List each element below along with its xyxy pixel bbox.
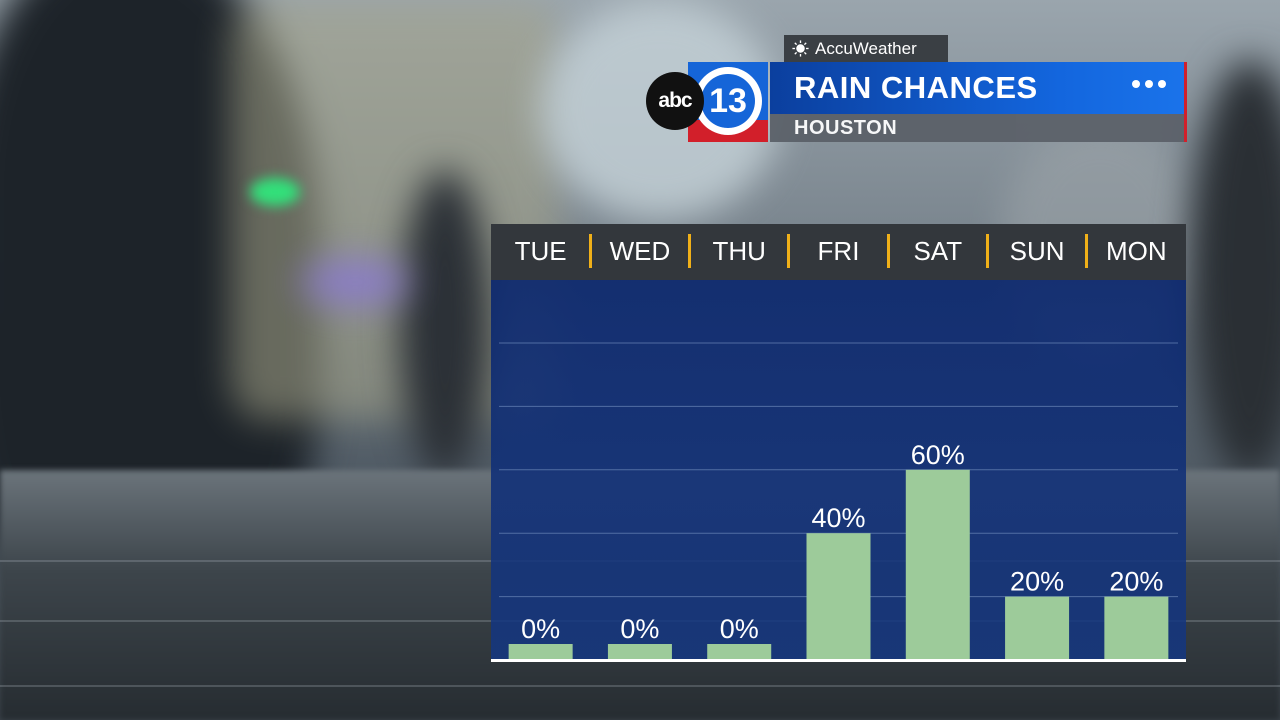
value-label-wed: 0% <box>620 614 659 644</box>
day-label-fri: FRI <box>817 236 860 266</box>
value-label-sun: 20% <box>1010 567 1064 597</box>
day-label-mon: MON <box>1106 236 1167 266</box>
chart-svg: 0% 0% 0% 40% 60% 20% 20% <box>491 342 1186 662</box>
bar-sun <box>1005 596 1070 660</box>
value-label-sat: 60% <box>911 440 965 470</box>
rain-chance-chart: 0% 0% 0% 40% 60% 20% 20% <box>491 280 1186 662</box>
more-dots-icon <box>1132 80 1166 88</box>
title-bar: RAIN CHANCES <box>770 62 1187 142</box>
day-label-sun: SUN <box>1009 236 1065 266</box>
day-separator <box>886 234 890 268</box>
bar-fri <box>806 533 871 660</box>
day-separator <box>688 234 692 268</box>
bar-tue <box>508 644 573 660</box>
bar-sat <box>905 469 970 660</box>
location-subtitle: HOUSTON <box>794 117 898 139</box>
channel-box: 13 <box>688 62 768 142</box>
abc-logo: abc <box>646 72 704 130</box>
bar-wed <box>607 644 672 660</box>
day-label-wed: WED <box>609 236 671 266</box>
day-separator <box>787 234 791 268</box>
channel-number: 13 <box>701 74 755 128</box>
day-label-tue: TUE <box>514 236 567 266</box>
bar-mon <box>1104 596 1169 660</box>
page-title: RAIN CHANCES <box>794 70 1038 105</box>
value-label-mon: 20% <box>1109 567 1163 597</box>
day-separator <box>985 234 989 268</box>
value-label-thu: 0% <box>720 614 759 644</box>
value-label-tue: 0% <box>521 614 560 644</box>
station-logo: 13 abc <box>646 62 770 142</box>
bar-thu <box>707 644 772 660</box>
accuweather-label: AccuWeather <box>815 39 917 58</box>
day-separator <box>1085 234 1089 268</box>
accuweather-badge: AccuWeather <box>784 35 948 62</box>
value-label-fri: 40% <box>811 503 865 533</box>
day-label-sat: SAT <box>913 236 963 266</box>
subtitle-bar: HOUSTON <box>770 114 1184 142</box>
day-label-thu: THU <box>712 236 766 266</box>
day-separator <box>588 234 592 268</box>
sun-icon <box>792 40 809 57</box>
day-header: TUE WED THU FRI SAT SUN MON <box>491 224 1186 280</box>
